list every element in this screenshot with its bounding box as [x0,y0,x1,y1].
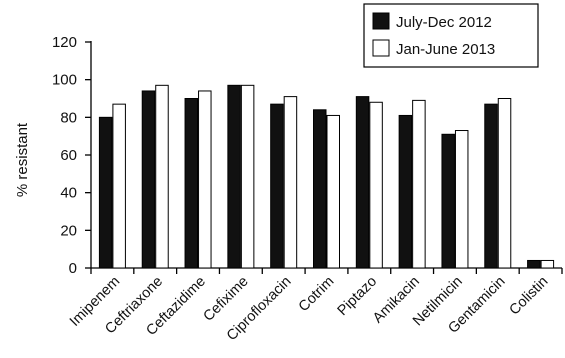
labels: ImipenemCeftriaxoneCeftazidimeCefiximeCi… [67,274,552,345]
y-tick-label: 20 [60,222,77,239]
axes: 0 20 40 60 80 100 120 [52,34,563,277]
legend-swatch [372,12,390,30]
bar-jul-dec-2012 [355,96,370,269]
bar-jan-jun-2013 [283,96,298,269]
bar-jan-jun-2013 [155,84,169,269]
bar-jul-dec-2012 [184,98,199,269]
legend-label: July-Dec 2012 [396,14,492,31]
bar-jul-dec-2012 [98,116,113,269]
bar-jan-jun-2013 [240,84,255,269]
bar-jan-jun-2013 [369,101,383,269]
x-tick-label: Colistin [506,274,551,319]
y-tick-label: 80 [60,109,77,126]
bar-jul-dec-2012 [398,114,413,269]
bar-jul-dec-2012 [441,133,455,269]
legend: July-Dec 2012 Jan-June 2013 [363,3,539,68]
bar-jan-jun-2013 [412,99,426,269]
bar-jan-jun-2013 [326,114,340,269]
y-tick-label: 60 [60,147,77,164]
bar-jan-jun-2013 [454,130,469,269]
bar-jan-jun-2013 [198,90,212,269]
bar-jan-jun-2013 [540,259,555,269]
bar-jul-dec-2012 [141,90,156,269]
bar-jul-dec-2012 [270,103,284,269]
legend-swatch [372,39,390,57]
y-tick-label: 40 [60,185,77,202]
y-tick-label: 120 [52,34,77,51]
bar-jan-jun-2013 [497,98,512,269]
y-tick-label: 100 [52,72,77,89]
legend-label: Jan-June 2013 [396,41,495,58]
bar-jan-jun-2013 [112,103,126,269]
bar-jul-dec-2012 [313,109,327,269]
bar-jul-dec-2012 [484,103,498,269]
x-tick-label: Cotrim [296,274,338,316]
legend-box [363,3,539,68]
y-tick-label: 0 [69,260,77,277]
y-axis-label: % resistant [14,122,31,197]
bars [98,84,555,269]
bar-jul-dec-2012 [227,84,241,269]
bar-jul-dec-2012 [527,259,541,269]
